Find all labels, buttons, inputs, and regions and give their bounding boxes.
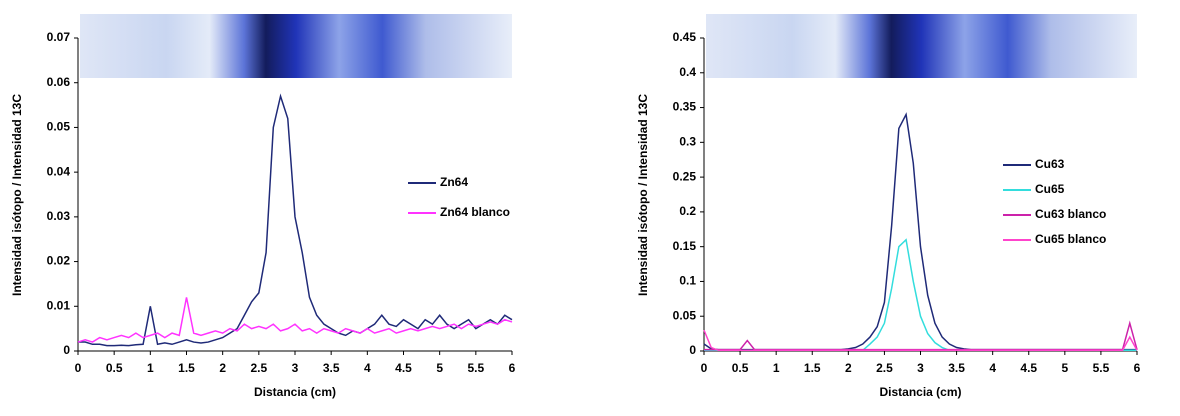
x-tick-label: 3: [292, 361, 299, 375]
y-tick-label: 0: [63, 343, 70, 357]
legend-label: Cu63: [1035, 157, 1065, 171]
y-tick-label: 0.05: [673, 308, 697, 322]
data-line: [78, 93, 513, 347]
legend-label: Cu65: [1035, 182, 1065, 196]
legend-label: Zn64: [440, 175, 468, 189]
image-strip: [706, 14, 1137, 78]
legend-label: Cu65 blanco: [1035, 232, 1106, 246]
x-tick-label: 3.5: [323, 361, 340, 375]
x-tick-label: 6: [509, 361, 516, 375]
y-axis-title: Intensidad isótopo / Intensidad 13C: [10, 94, 24, 296]
y-tick-label: 0.04: [47, 164, 71, 178]
image-strip: [80, 14, 512, 78]
data-line: [703, 329, 1138, 352]
legend-label: Cu63 blanco: [1035, 207, 1106, 221]
x-tick-label: 2: [219, 361, 226, 375]
x-tick-label: 5: [1061, 361, 1068, 375]
x-tick-label: 4.5: [395, 361, 412, 375]
x-tick-label: 5.5: [1093, 361, 1110, 375]
x-tick-label: 4: [364, 361, 371, 375]
x-tick-label: 0.5: [732, 361, 749, 375]
x-tick-label: 5: [436, 361, 443, 375]
x-tick-label: 1: [147, 361, 154, 375]
y-tick-label: 0.35: [673, 100, 697, 114]
x-tick-label: 2.5: [250, 361, 267, 375]
legend-label: Zn64 blanco: [440, 205, 510, 219]
data-line: [704, 320, 1138, 351]
x-tick-label: 4.5: [1020, 361, 1037, 375]
data-line: [704, 238, 1137, 352]
x-axis-title: Distancia (cm): [879, 385, 961, 399]
x-tick-label: 4: [989, 361, 996, 375]
x-axis-title: Distancia (cm): [254, 385, 336, 399]
y-tick-label: 0.4: [679, 65, 696, 79]
y-tick-label: 0.1: [679, 274, 696, 288]
y-tick-label: 0.02: [47, 254, 71, 268]
x-tick-label: 2: [845, 361, 852, 375]
x-tick-label: 5.5: [467, 361, 484, 375]
y-tick-label: 0.03: [47, 209, 71, 223]
x-tick-label: 2.5: [876, 361, 893, 375]
x-tick-label: 3: [917, 361, 924, 375]
data-line: [77, 297, 513, 343]
x-tick-label: 0: [75, 361, 82, 375]
x-tick-label: 1.5: [804, 361, 821, 375]
y-tick-label: 0.2: [679, 204, 696, 218]
y-tick-label: 0.06: [47, 75, 71, 89]
y-tick-label: 0.25: [673, 169, 697, 183]
x-tick-label: 6: [1134, 361, 1141, 375]
y-tick-label: 0.45: [673, 30, 697, 44]
y-tick-label: 0.01: [47, 298, 71, 312]
y-tick-label: 0: [689, 343, 696, 357]
x-tick-label: 3.5: [948, 361, 965, 375]
y-tick-label: 0.15: [673, 239, 697, 253]
y-axis-title: Intensidad isótopo / Intensidad 13C: [636, 94, 650, 296]
x-tick-label: 0: [701, 361, 708, 375]
x-tick-label: 1.5: [178, 361, 195, 375]
y-tick-label: 0.05: [47, 120, 71, 134]
x-tick-label: 1: [773, 361, 780, 375]
x-tick-label: 0.5: [106, 361, 123, 375]
y-tick-label: 0.3: [679, 135, 696, 149]
y-tick-label: 0.07: [47, 30, 71, 44]
